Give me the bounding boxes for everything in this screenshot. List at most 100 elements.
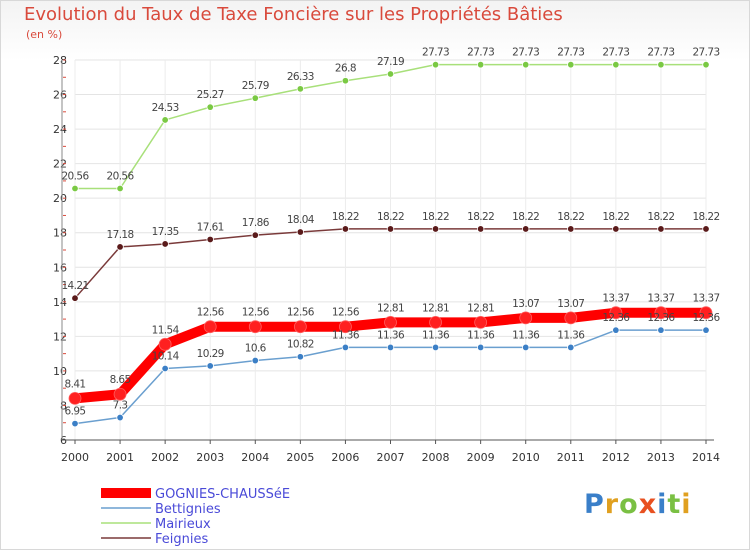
y-tick-label: 22: [53, 158, 67, 171]
series-point-2: [251, 94, 259, 102]
series-point-0: [293, 320, 307, 334]
series-point-1: [251, 356, 259, 365]
series-point-1: [567, 343, 575, 352]
data-label-3: 17.18: [107, 229, 134, 241]
series-point-2: [657, 60, 665, 69]
data-label-0: 8.65: [110, 374, 131, 386]
data-label-0: 12.56: [197, 307, 225, 319]
series-point-1: [116, 413, 124, 422]
data-label-1: 11.36: [377, 329, 405, 341]
legend-label-1: Bettignies: [155, 502, 221, 517]
data-label-1: 10.14: [152, 350, 180, 362]
x-tick-label: 2009: [467, 451, 495, 464]
series-point-0: [158, 337, 172, 351]
series-point-2: [161, 116, 169, 124]
series-point-2: [206, 103, 214, 111]
data-label-2: 27.73: [422, 47, 449, 59]
data-label-2: 20.56: [107, 171, 135, 183]
series-point-3: [657, 225, 665, 233]
x-tick-label: 2001: [106, 451, 134, 464]
series-point-0: [113, 387, 127, 401]
y-tick-label: 10: [53, 365, 67, 378]
x-tick-label: 2002: [151, 451, 179, 464]
data-label-3: 18.22: [647, 211, 674, 223]
data-label-1: 11.36: [422, 329, 450, 341]
data-label-3: 18.22: [377, 211, 404, 223]
series-point-0: [203, 320, 217, 334]
y-tick-label: 14: [53, 296, 67, 309]
data-label-2: 20.56: [61, 171, 89, 183]
series-point-0: [384, 315, 397, 329]
series-point-0: [519, 311, 533, 325]
data-label-3: 18.22: [467, 211, 494, 223]
series-point-3: [431, 225, 440, 233]
data-label-3: 18.22: [422, 211, 449, 223]
y-unit-label: (en %): [26, 28, 63, 41]
series-point-3: [386, 225, 395, 233]
x-tick-label: 2005: [286, 451, 314, 464]
data-label-0: 8.41: [65, 378, 86, 390]
logo-letter-i1: i: [657, 489, 668, 520]
logo-letter-i2: i: [681, 489, 692, 520]
series-point-1: [206, 362, 214, 370]
data-label-3: 18.04: [287, 214, 315, 226]
x-tick-label: 2007: [377, 451, 405, 464]
data-label-2: 27.19: [377, 56, 404, 68]
data-label-1: 6.95: [65, 406, 86, 418]
data-label-0: 11.54: [152, 324, 180, 336]
series-point-3: [161, 240, 169, 248]
data-label-0: 12.56: [287, 307, 315, 319]
series-point-2: [476, 60, 485, 69]
series-point-0: [564, 311, 578, 325]
series-point-2: [567, 60, 575, 69]
series-point-1: [476, 343, 485, 352]
series-point-1: [612, 326, 620, 334]
logo-letter-t: t: [667, 489, 682, 520]
data-label-3: 18.22: [692, 211, 719, 223]
series-point-3: [296, 228, 305, 236]
series-point-2: [522, 60, 530, 69]
data-label-2: 27.73: [647, 47, 674, 59]
data-label-0: 13.37: [692, 293, 719, 305]
logo-letter-p: P: [584, 489, 605, 520]
x-tick-label: 2008: [422, 451, 450, 464]
x-tick-label: 2012: [602, 451, 630, 464]
y-tick-label: 28: [53, 54, 67, 67]
series-point-1: [161, 364, 169, 373]
data-label-2: 27.73: [602, 47, 629, 59]
data-label-1: 10.82: [287, 339, 314, 351]
data-label-0: 13.37: [602, 293, 629, 305]
data-label-3: 17.35: [152, 226, 179, 238]
data-label-1: 7.3: [113, 400, 128, 412]
data-label-3: 17.86: [242, 217, 270, 229]
chart-title: Evolution du Taux de Taxe Foncière sur l…: [24, 4, 563, 25]
series-point-0: [654, 306, 668, 320]
legend-label-2: Mairieux: [155, 517, 211, 532]
x-tick-label: 2003: [196, 451, 224, 464]
legend-label-3: Feignies: [155, 532, 208, 547]
series-point-3: [702, 225, 710, 233]
data-label-1: 11.36: [467, 329, 495, 341]
data-label-2: 27.73: [467, 47, 494, 59]
series-point-3: [251, 231, 259, 239]
series-point-1: [386, 343, 395, 352]
x-tick-label: 2013: [647, 451, 675, 464]
data-label-3: 18.22: [602, 211, 629, 223]
data-label-1: 12.36: [647, 312, 675, 324]
proxiti-logo: Proxiti: [584, 489, 692, 520]
data-label-3: 18.22: [512, 211, 539, 223]
series-point-0: [248, 320, 262, 334]
series-point-1: [522, 343, 530, 352]
series-point-0: [699, 306, 713, 320]
legend-label-0: GOGNIES-CHAUSSéE: [155, 487, 290, 502]
data-label-2: 26.8: [335, 63, 356, 75]
data-label-0: 12.81: [467, 302, 494, 314]
data-label-2: 27.73: [557, 47, 584, 59]
data-label-0: 12.81: [422, 302, 449, 314]
data-label-0: 13.37: [647, 293, 674, 305]
series-point-1: [431, 343, 440, 352]
data-label-2: 24.53: [152, 102, 179, 114]
x-tick-label: 2006: [331, 451, 359, 464]
y-tick-label: 20: [53, 192, 67, 205]
